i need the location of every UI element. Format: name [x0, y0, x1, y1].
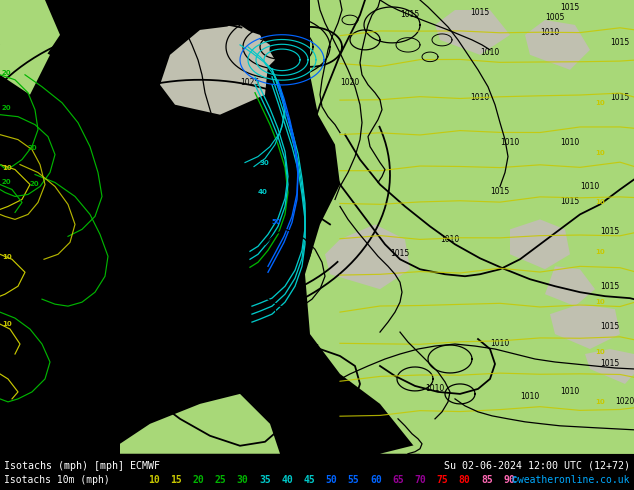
Polygon shape: [380, 374, 634, 454]
Text: 90: 90: [503, 475, 515, 486]
Text: 1015: 1015: [470, 8, 489, 17]
Polygon shape: [545, 266, 595, 306]
Text: 1015: 1015: [610, 93, 630, 102]
Text: 1015: 1015: [390, 249, 410, 258]
Text: 25: 25: [214, 475, 226, 486]
Text: Su 02-06-2024 12:00 UTC (12+72): Su 02-06-2024 12:00 UTC (12+72): [444, 461, 630, 471]
Text: 40: 40: [281, 475, 293, 486]
Polygon shape: [525, 20, 590, 70]
Text: 1010: 1010: [520, 392, 540, 401]
Polygon shape: [0, 40, 50, 95]
Text: 70: 70: [415, 475, 426, 486]
Text: 50: 50: [272, 220, 281, 225]
Text: 10: 10: [595, 149, 605, 155]
Text: 1010: 1010: [540, 28, 559, 37]
Text: 10: 10: [2, 321, 12, 327]
Text: 80: 80: [459, 475, 470, 486]
Text: Isotachs 10m (mph): Isotachs 10m (mph): [4, 475, 110, 486]
Text: 1015: 1015: [490, 188, 509, 196]
Text: 65: 65: [392, 475, 404, 486]
Text: 20: 20: [192, 475, 204, 486]
Text: 75: 75: [437, 475, 448, 486]
Polygon shape: [160, 25, 270, 115]
Text: 1005: 1005: [545, 13, 564, 22]
Polygon shape: [305, 0, 634, 454]
Text: 10: 10: [2, 254, 12, 260]
Polygon shape: [510, 220, 570, 269]
Polygon shape: [500, 0, 634, 75]
Text: 45: 45: [304, 475, 315, 486]
Text: 1015: 1015: [305, 405, 324, 414]
Text: 1025: 1025: [23, 179, 42, 189]
Text: 1015: 1015: [300, 344, 320, 353]
Text: 85: 85: [481, 475, 493, 486]
Text: 1015: 1015: [600, 322, 619, 331]
Text: 1015: 1015: [600, 359, 619, 368]
Text: 15: 15: [170, 475, 182, 486]
Polygon shape: [325, 224, 410, 289]
Text: 60: 60: [370, 475, 382, 486]
Text: 30: 30: [237, 475, 249, 486]
Text: 1015: 1015: [258, 33, 277, 42]
Text: 1010: 1010: [425, 384, 444, 393]
Text: 1015: 1015: [560, 197, 579, 206]
Text: ©weatheronline.co.uk: ©weatheronline.co.uk: [512, 475, 630, 486]
Text: 1010: 1010: [500, 138, 519, 147]
Text: 1025: 1025: [240, 78, 259, 87]
Text: 1010: 1010: [440, 235, 459, 245]
Text: 1010: 1010: [264, 23, 283, 32]
Text: 10: 10: [595, 99, 605, 106]
Text: 35: 35: [259, 475, 271, 486]
Text: 1015: 1015: [600, 227, 619, 236]
Text: 10: 10: [595, 399, 605, 405]
Text: 10: 10: [595, 249, 605, 255]
Text: 20: 20: [2, 105, 11, 111]
Text: 10: 10: [2, 165, 12, 171]
Text: 1020: 1020: [615, 397, 634, 406]
Text: 10: 10: [595, 299, 605, 305]
Text: 20: 20: [28, 145, 37, 150]
Text: 1020: 1020: [15, 332, 34, 341]
Text: 55: 55: [348, 475, 359, 486]
Text: 1005: 1005: [285, 40, 304, 49]
Text: 1010: 1010: [490, 339, 509, 348]
Polygon shape: [585, 349, 634, 384]
Text: 30: 30: [260, 160, 269, 166]
Text: 40: 40: [258, 190, 268, 196]
Polygon shape: [0, 0, 60, 65]
Text: 1015: 1015: [560, 3, 579, 12]
Polygon shape: [210, 25, 275, 80]
Text: 10: 10: [148, 475, 160, 486]
Text: 20: 20: [30, 181, 39, 188]
Text: 1010: 1010: [580, 182, 599, 192]
Text: 20: 20: [2, 70, 11, 76]
Text: 10: 10: [595, 199, 605, 205]
Text: 1020: 1020: [10, 138, 29, 147]
Text: 20: 20: [2, 179, 11, 186]
Text: 1010: 1010: [560, 138, 579, 147]
Text: 1010: 1010: [470, 93, 489, 102]
Text: 10: 10: [595, 349, 605, 355]
Text: Isotachs (mph) [mph] ECMWF: Isotachs (mph) [mph] ECMWF: [4, 461, 160, 471]
Text: 1030: 1030: [195, 138, 214, 147]
Polygon shape: [120, 394, 280, 454]
Text: 1020: 1020: [340, 78, 359, 87]
Text: 1010: 1010: [480, 48, 499, 57]
Polygon shape: [435, 10, 510, 55]
Text: 50: 50: [326, 475, 337, 486]
Text: 1035: 1035: [145, 239, 164, 248]
Text: 1010: 1010: [560, 387, 579, 396]
Text: 1015: 1015: [600, 282, 619, 291]
Text: 1015: 1015: [610, 38, 630, 47]
Text: 1015: 1015: [400, 10, 419, 19]
Polygon shape: [550, 304, 620, 349]
